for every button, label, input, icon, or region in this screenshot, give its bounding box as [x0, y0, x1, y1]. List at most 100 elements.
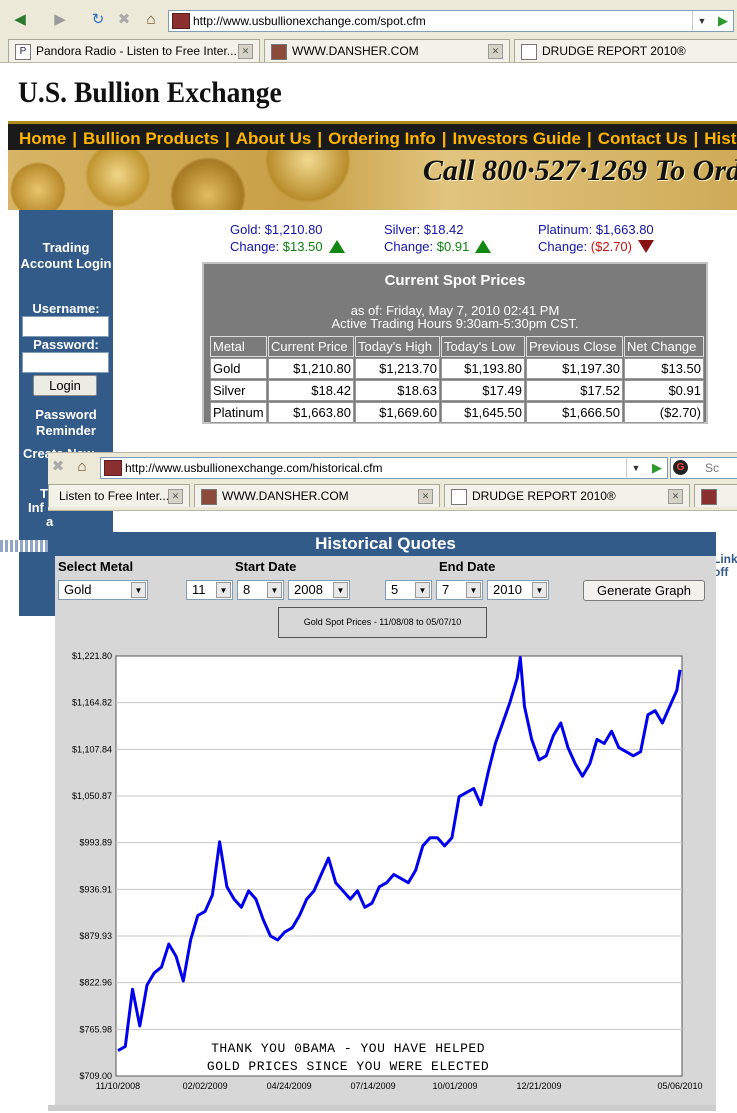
cell: Silver	[210, 380, 267, 401]
login-sidebar: Trading Account Login Username: Password…	[19, 210, 113, 616]
chevron-down-icon[interactable]: ▼	[216, 582, 231, 598]
dropdown-arrow-icon[interactable]: ▼	[692, 11, 711, 31]
chevron-down-icon[interactable]: ▼	[131, 582, 146, 598]
go-arrow-icon[interactable]: ▶	[718, 13, 728, 28]
username-input[interactable]	[22, 316, 109, 337]
x-tick-label: 10/01/2009	[432, 1081, 477, 1091]
page-icon	[521, 43, 537, 60]
chevron-down-icon[interactable]: ▼	[415, 582, 430, 598]
chevron-down-icon[interactable]: ▼	[267, 582, 282, 598]
y-tick-label: $822.96	[79, 978, 112, 988]
tab-dansher[interactable]: WWW.DANSHER.COM ✕	[194, 484, 440, 507]
gold-price-line	[117, 656, 682, 1052]
nav-contact-us[interactable]: Contact Us	[597, 129, 688, 148]
end-date-label: End Date	[439, 559, 496, 574]
col-net-change: Net Change	[624, 336, 704, 357]
cell: $1,210.80	[268, 358, 354, 379]
tab-pandora[interactable]: P Pandora Radio - Listen to Free Inter...…	[8, 39, 260, 62]
x-tick-label: 11/10/2008	[96, 1081, 140, 1091]
close-tab-icon[interactable]: ✕	[238, 44, 253, 59]
cell: $1,645.50	[441, 402, 525, 423]
chart-legend: Gold Spot Prices - 11/08/08 to 05/07/10	[278, 607, 487, 638]
start-month-select[interactable]: 11 ▼	[186, 580, 233, 600]
chevron-down-icon[interactable]: ▼	[466, 582, 481, 598]
tab-usbullion[interactable]	[694, 484, 737, 507]
y-tick-label: $879.93	[79, 931, 112, 941]
y-tick-label: $1,164.82	[72, 698, 112, 708]
chevron-down-icon[interactable]: ▼	[532, 582, 547, 598]
dansher-favicon-icon	[201, 488, 217, 505]
start-year-select[interactable]: 2008 ▼	[288, 580, 350, 600]
generate-graph-button[interactable]: Generate Graph	[583, 580, 705, 601]
cell: $13.50	[624, 358, 704, 379]
plot-area	[115, 655, 683, 1077]
password-reminder-link[interactable]: Password Reminder	[35, 407, 97, 438]
spot-prices-table: Metal Current Price Today's High Today's…	[209, 335, 705, 424]
nav-historical-quotes[interactable]: Historical Qu	[704, 129, 737, 148]
y-tick-label: $1,107.84	[72, 744, 112, 754]
close-tab-icon[interactable]: ✕	[418, 489, 433, 504]
stop-icon[interactable]: ✖	[117, 11, 131, 28]
end-month-select[interactable]: 5 ▼	[385, 580, 432, 600]
metal-select[interactable]: Gold ▼	[58, 580, 148, 600]
col-metal: Metal	[210, 336, 267, 357]
tab-drudge[interactable]: DRUDGE REPORT 2010® ✕	[444, 484, 690, 507]
nav-investors-guide[interactable]: Investors Guide	[452, 129, 581, 148]
chevron-down-icon[interactable]: ▼	[333, 582, 348, 598]
cell: $1,666.50	[526, 402, 623, 423]
site-favicon-icon	[172, 13, 190, 29]
sidebar-peek-inf: Inf	[28, 500, 44, 515]
select-metal-label: Select Metal	[58, 559, 134, 574]
end-day-select[interactable]: 7 ▼	[436, 580, 483, 600]
home-icon[interactable]: ⌂	[77, 458, 87, 475]
as-of-text: as of: Friday, May 7, 2010 02:41 PM	[350, 303, 560, 318]
go-arrow-icon[interactable]: ▶	[652, 460, 662, 475]
nav-bullion-products[interactable]: Bullion Products	[83, 129, 219, 148]
x-tick-label: 02/02/2009	[183, 1081, 228, 1091]
chart-annotation: THANK YOU 0BAMA - YOU HAVE HELPED	[211, 1041, 485, 1056]
search-stub: Sc	[705, 461, 720, 475]
address-bar[interactable]: http://www.usbullionexchange.com/histori…	[100, 457, 668, 479]
start-day-select[interactable]: 8 ▼	[237, 580, 284, 600]
close-tab-icon[interactable]: ✕	[168, 489, 183, 504]
end-year-value: 2010	[493, 582, 522, 597]
peek-link-text[interactable]: Link off	[713, 552, 737, 579]
x-tick-label: 05/06/2010	[657, 1081, 702, 1091]
end-year-select[interactable]: 2010 ▼	[487, 580, 549, 600]
tab-drudge[interactable]: DRUDGE REPORT 2010®	[514, 39, 737, 62]
x-tick-label: 07/14/2009	[351, 1081, 396, 1091]
dropdown-arrow-icon[interactable]: ▼	[626, 458, 645, 478]
login-button[interactable]: Login	[33, 375, 97, 396]
nav-about-us[interactable]: About Us	[235, 129, 312, 148]
search-box[interactable]: G Sc	[670, 457, 737, 479]
down-arrow-icon	[637, 240, 654, 253]
forward-arrow-icon[interactable]: ▶	[54, 11, 66, 28]
close-tab-icon[interactable]: ✕	[668, 489, 683, 504]
cell: $1,669.60	[355, 402, 440, 423]
tab-dansher[interactable]: WWW.DANSHER.COM ✕	[264, 39, 510, 62]
home-icon[interactable]: ⌂	[146, 11, 156, 28]
platinum-quote: Platinum: $1,663.80 Change: ($2.70)	[538, 222, 654, 254]
dansher-favicon-icon	[271, 43, 287, 60]
nav-ordering-info[interactable]: Ordering Info	[328, 129, 436, 148]
col-current-price: Current Price	[268, 336, 354, 357]
browser-chrome-2: ✖ ⌂ http://www.usbullionexchange.com/his…	[48, 452, 737, 511]
tab-label: Pandora Radio - Listen to Free Inter...	[36, 44, 237, 58]
close-tab-icon[interactable]: ✕	[488, 44, 503, 59]
metal-select-value: Gold	[64, 582, 92, 597]
reload-icon[interactable]: ↻	[91, 11, 105, 28]
password-input[interactable]	[22, 352, 109, 373]
site-logo[interactable]: U.S. Bullion Exchange	[18, 76, 282, 109]
spot-prices-box: Current Spot Prices as of: Friday, May 7…	[202, 262, 708, 424]
site-favicon-icon	[104, 460, 122, 476]
page-icon	[451, 488, 467, 505]
back-arrow-icon[interactable]: ◀	[14, 11, 26, 28]
tab-label: WWW.DANSHER.COM	[222, 489, 349, 503]
address-bar[interactable]: http://www.usbullionexchange.com/spot.cf…	[168, 10, 734, 32]
top-navigation: Home | Bullion Products | About Us | Ordering …	[8, 121, 737, 153]
stop-icon[interactable]: ✖	[51, 458, 65, 475]
nav-home[interactable]: Home	[19, 129, 67, 148]
decorative-stripes	[0, 540, 48, 552]
tab-pandora[interactable]: Listen to Free Inter... ✕	[48, 484, 190, 507]
gold-quote: Gold: $1,210.80 Change: $13.50	[230, 222, 345, 257]
